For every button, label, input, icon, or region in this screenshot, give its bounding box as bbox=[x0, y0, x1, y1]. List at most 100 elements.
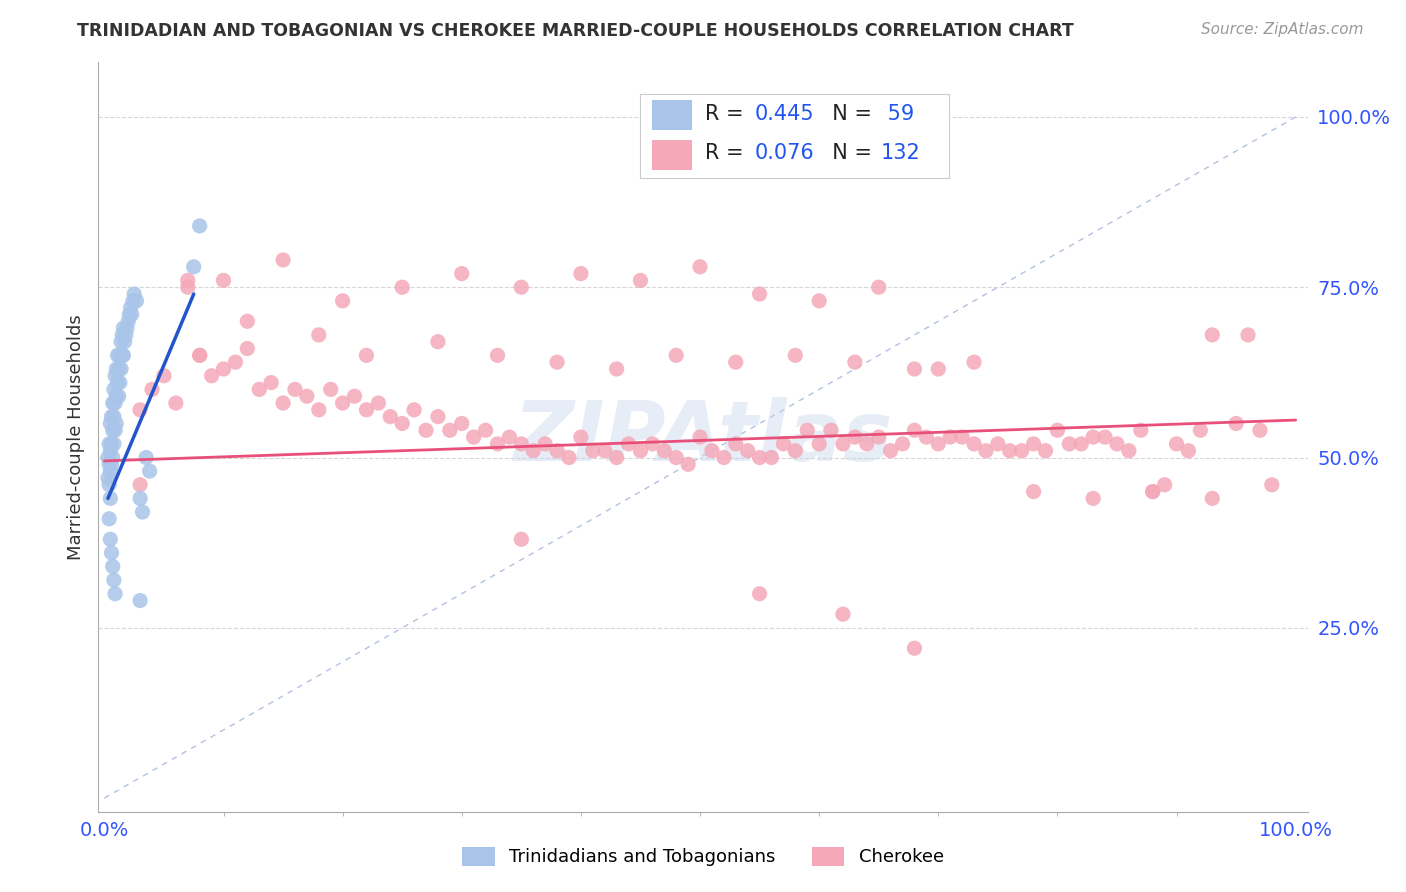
Point bbox=[426, 334, 449, 349]
Point bbox=[915, 430, 938, 444]
Point bbox=[689, 260, 711, 274]
Point bbox=[665, 348, 688, 362]
Point bbox=[105, 362, 128, 376]
Point bbox=[103, 409, 125, 424]
Point bbox=[1022, 437, 1045, 451]
Point bbox=[332, 396, 354, 410]
Point bbox=[308, 402, 330, 417]
Point bbox=[98, 458, 121, 472]
Point bbox=[188, 219, 211, 233]
Text: R =: R = bbox=[704, 104, 749, 124]
Point bbox=[183, 260, 205, 274]
Point bbox=[295, 389, 318, 403]
Point bbox=[713, 450, 735, 465]
Point bbox=[103, 437, 125, 451]
Point bbox=[1249, 423, 1271, 437]
Point bbox=[808, 293, 831, 308]
Point bbox=[844, 430, 866, 444]
Point bbox=[107, 389, 129, 403]
Point bbox=[748, 587, 770, 601]
Point bbox=[510, 533, 533, 547]
Point bbox=[404, 402, 426, 417]
Point bbox=[820, 423, 842, 437]
Point bbox=[724, 355, 747, 369]
Point bbox=[100, 546, 122, 560]
Point bbox=[522, 443, 544, 458]
Point bbox=[486, 348, 509, 362]
Point bbox=[1022, 484, 1045, 499]
Point bbox=[111, 348, 134, 362]
Point bbox=[1142, 484, 1164, 499]
Point bbox=[100, 437, 122, 451]
Point bbox=[546, 443, 568, 458]
Point bbox=[129, 402, 152, 417]
Text: 132: 132 bbox=[882, 144, 921, 163]
Point bbox=[177, 273, 200, 287]
Point bbox=[1094, 430, 1116, 444]
Bar bbox=[652, 140, 692, 169]
Point bbox=[138, 464, 160, 478]
Point bbox=[121, 308, 143, 322]
Point bbox=[129, 491, 152, 506]
Point bbox=[117, 314, 139, 328]
Point bbox=[582, 443, 605, 458]
Point bbox=[105, 417, 128, 431]
Point bbox=[593, 443, 616, 458]
Text: 0.445: 0.445 bbox=[754, 104, 814, 124]
Point bbox=[104, 587, 127, 601]
Point bbox=[212, 362, 235, 376]
Point bbox=[1129, 423, 1152, 437]
Point bbox=[1070, 437, 1092, 451]
Point bbox=[284, 383, 307, 397]
Point bbox=[1081, 430, 1104, 444]
Point bbox=[617, 437, 640, 451]
Point bbox=[188, 348, 211, 362]
Point bbox=[1059, 437, 1081, 451]
Text: N =: N = bbox=[820, 144, 879, 163]
Point bbox=[1035, 443, 1057, 458]
Point bbox=[1225, 417, 1247, 431]
Point bbox=[879, 443, 901, 458]
Point bbox=[1105, 437, 1128, 451]
Point bbox=[868, 430, 890, 444]
Point bbox=[689, 430, 711, 444]
Point bbox=[439, 423, 461, 437]
Point bbox=[98, 477, 121, 491]
Point bbox=[98, 417, 121, 431]
Point bbox=[135, 450, 157, 465]
Point bbox=[630, 443, 652, 458]
Point bbox=[1177, 443, 1199, 458]
Point bbox=[153, 368, 176, 383]
Point bbox=[426, 409, 449, 424]
Point bbox=[391, 417, 413, 431]
Point bbox=[1166, 437, 1188, 451]
Point bbox=[808, 437, 831, 451]
Point bbox=[247, 383, 270, 397]
Point bbox=[112, 321, 135, 335]
Point bbox=[903, 641, 925, 656]
Point bbox=[356, 402, 378, 417]
Point bbox=[510, 280, 533, 294]
Point bbox=[114, 327, 136, 342]
Point bbox=[498, 430, 520, 444]
Point bbox=[98, 443, 121, 458]
Point bbox=[100, 409, 122, 424]
Point bbox=[97, 450, 120, 465]
Point bbox=[101, 450, 124, 465]
Point bbox=[856, 437, 879, 451]
Point bbox=[558, 450, 581, 465]
Point bbox=[761, 450, 783, 465]
Point bbox=[114, 334, 136, 349]
Point bbox=[356, 348, 378, 362]
Point bbox=[165, 396, 187, 410]
Point bbox=[101, 423, 124, 437]
Point bbox=[998, 443, 1021, 458]
Point bbox=[97, 471, 120, 485]
Point bbox=[110, 334, 132, 349]
Point bbox=[308, 327, 330, 342]
Point bbox=[1142, 484, 1164, 499]
Point bbox=[868, 280, 890, 294]
Point bbox=[796, 423, 818, 437]
Point bbox=[260, 376, 283, 390]
Point bbox=[101, 396, 124, 410]
